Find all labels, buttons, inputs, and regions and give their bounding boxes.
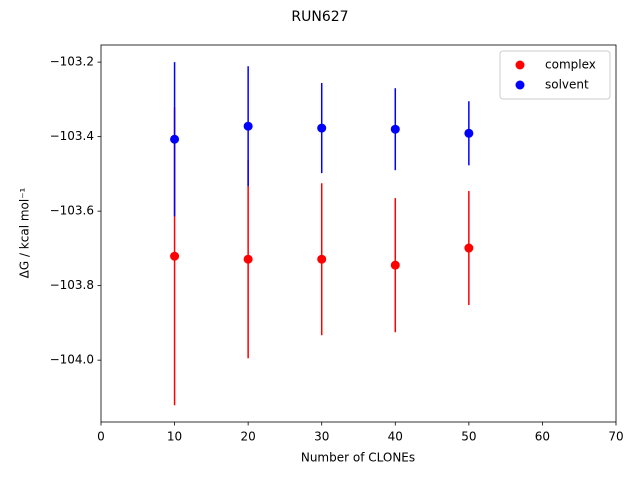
legend-box <box>499 50 611 100</box>
x-tick-label: 70 <box>608 430 623 444</box>
point <box>170 134 180 144</box>
point <box>464 243 474 253</box>
x-axis-label: Number of CLONEs <box>301 451 415 465</box>
point <box>317 254 327 264</box>
y-tick-label: −104.0 <box>50 353 94 367</box>
point <box>390 124 400 134</box>
point <box>243 254 253 264</box>
y-tick-label: −103.8 <box>50 278 94 292</box>
legend-marker <box>515 80 525 90</box>
y-tick-label: −103.2 <box>50 55 94 69</box>
x-tick-label: 30 <box>314 430 329 444</box>
legend-marker <box>515 60 525 70</box>
x-tick-label: 20 <box>241 430 256 444</box>
x-tick-label: 60 <box>535 430 550 444</box>
x-tick-label: 0 <box>97 430 105 444</box>
x-tick-label: 50 <box>461 430 476 444</box>
legend-label: solvent <box>545 78 589 92</box>
chart-title: RUN627 <box>291 9 348 25</box>
y-tick-label: −103.4 <box>50 129 94 143</box>
y-axis-label: ΔG / kcal mol⁻¹ <box>18 187 32 278</box>
point <box>170 251 180 261</box>
plot-frame <box>100 44 617 423</box>
x-tick-label: 10 <box>167 430 182 444</box>
point <box>243 121 253 131</box>
point <box>390 260 400 270</box>
point <box>317 123 327 133</box>
point <box>464 128 474 138</box>
y-tick-label: −103.6 <box>50 204 94 218</box>
x-tick-label: 40 <box>388 430 403 444</box>
legend-label: complex <box>545 58 596 72</box>
